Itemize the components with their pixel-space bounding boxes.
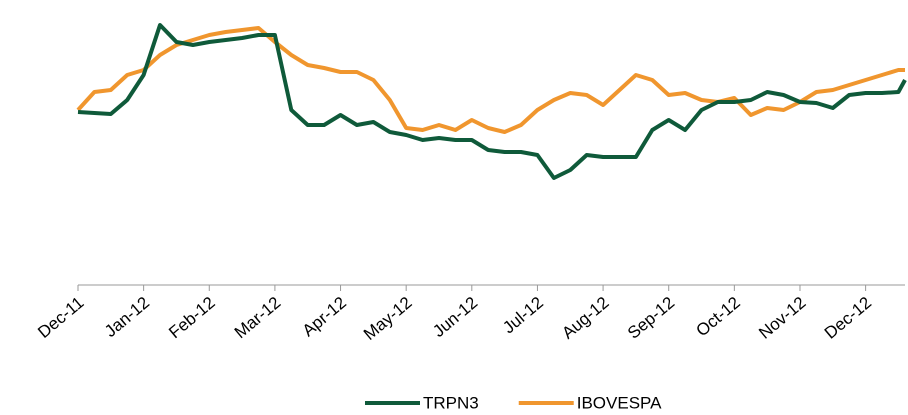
series-line <box>77 23 907 180</box>
x-tick-label: May-12 <box>360 293 416 344</box>
x-tick-label: Apr-12 <box>299 293 350 340</box>
x-tick-label: Oct-12 <box>692 293 743 340</box>
x-tick-label: Aug-12 <box>558 293 612 343</box>
x-tick-label: Jul-12 <box>499 293 547 337</box>
x-tick-label: Dec-11 <box>34 293 87 342</box>
x-tick-label: Jun-12 <box>429 293 481 341</box>
x-tick-label: Mar-12 <box>231 293 284 342</box>
x-tick-label: Sep-12 <box>624 293 678 343</box>
series-line <box>76 26 905 134</box>
x-tick-label: Nov-12 <box>755 293 809 343</box>
x-tick-label: Dec-12 <box>821 293 875 343</box>
legend-label: TRPN3 <box>423 393 479 412</box>
x-tick-label: Jan-12 <box>101 293 153 341</box>
legend-label: IBOVESPA <box>577 393 662 412</box>
x-tick-label: Feb-12 <box>165 293 218 342</box>
